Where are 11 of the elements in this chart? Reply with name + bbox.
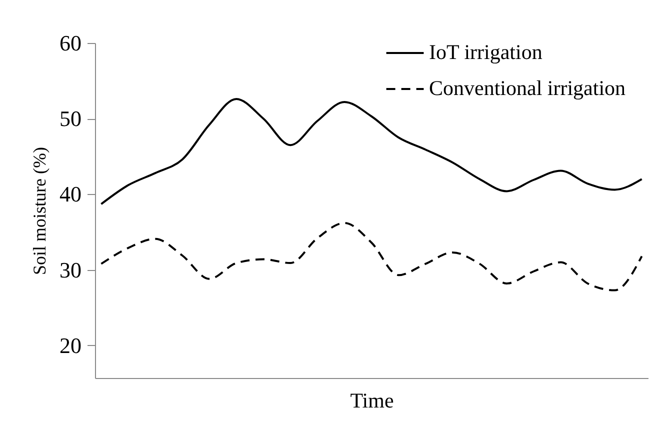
y-tick-label: 50	[60, 106, 82, 132]
legend-label: IoT irrigation	[429, 40, 543, 64]
line-series	[100, 98, 643, 206]
y-axis-title: Soil moisture (%)	[30, 147, 50, 275]
y-tick-label: 20	[60, 332, 82, 358]
y-tick-label: 40	[60, 182, 82, 207]
y-tick-label: 60	[60, 30, 82, 56]
x-axis-title: Time	[350, 388, 394, 412]
legend-label: Conventional irrigation	[429, 76, 626, 100]
line-series	[100, 222, 643, 292]
y-tick-label: 30	[60, 257, 82, 282]
